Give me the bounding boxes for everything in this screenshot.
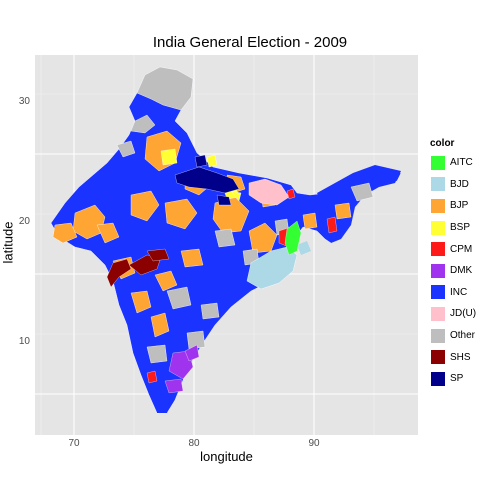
xtick-70: 70 (68, 438, 80, 449)
legend-label: DMK (450, 265, 473, 277)
map-panel (35, 55, 418, 435)
legend-swatch (430, 305, 446, 322)
xtick-80: 80 (188, 438, 200, 449)
shs-regions (106, 248, 170, 288)
map-title: India General Election - 2009 (152, 34, 348, 51)
legend-items: AITC BJD BJP BSP CPM DMK INC JD(U) Other SHS SP (430, 152, 476, 390)
legend-item-jdu: JD(U) (430, 303, 476, 325)
legend-item-bsp: BSP (430, 217, 476, 239)
legend-swatch (430, 219, 446, 236)
legend-item-inc: INC (430, 282, 476, 304)
legend-label: SHS (450, 351, 471, 363)
legend-item-cpm: CPM (430, 238, 476, 260)
bjd-region-2 (297, 241, 311, 255)
aitc-region (284, 220, 302, 256)
legend-item-sp: SP (430, 368, 476, 390)
legend-label: SP (450, 373, 464, 385)
legend-swatch (430, 154, 446, 171)
india-map (35, 55, 418, 435)
legend-title: color (430, 138, 455, 149)
legend-swatch (430, 262, 446, 279)
legend-label: JD(U) (450, 308, 477, 320)
legend-label: BJP (450, 200, 469, 212)
legend-swatch (430, 176, 446, 193)
legend-label: Other (450, 330, 476, 342)
legend-item-aitc: AITC (430, 152, 476, 174)
y-axis-label: latitude (0, 221, 16, 264)
legend-label: CPM (450, 243, 473, 255)
legend-label: BSP (450, 222, 471, 234)
legend-swatch (430, 349, 446, 366)
legend-swatch (430, 370, 446, 387)
legend-item-bjp: BJP (430, 195, 476, 217)
bjd-region (246, 246, 298, 290)
x-axis-label: longitude (200, 449, 253, 464)
bjp-regions (52, 130, 352, 338)
jdu-region (248, 178, 290, 206)
legend-item-other: Other (430, 325, 476, 347)
ytick-10: 10 (18, 336, 30, 347)
legend-item-dmk: DMK (430, 260, 476, 282)
ytick-30: 30 (18, 96, 30, 107)
legend-item-bjd: BJD (430, 174, 476, 196)
legend-label: BJD (450, 178, 469, 190)
sp-regions (174, 154, 240, 206)
legend-swatch (430, 327, 446, 344)
ytick-20: 20 (18, 216, 30, 227)
legend-swatch (430, 197, 446, 214)
legend: color AITC BJD BJP BSP CPM DMK INC JD(U) Other SH… (430, 138, 476, 390)
legend-swatch (430, 241, 446, 258)
legend-label: AITC (450, 157, 473, 169)
other-regions (116, 66, 374, 364)
legend-label: INC (450, 286, 468, 298)
xtick-90: 90 (308, 438, 320, 449)
legend-swatch (430, 284, 446, 301)
south-tip (157, 393, 171, 413)
northeast-region (317, 165, 401, 243)
legend-item-shs: SHS (430, 346, 476, 368)
dmk-regions (164, 344, 200, 394)
